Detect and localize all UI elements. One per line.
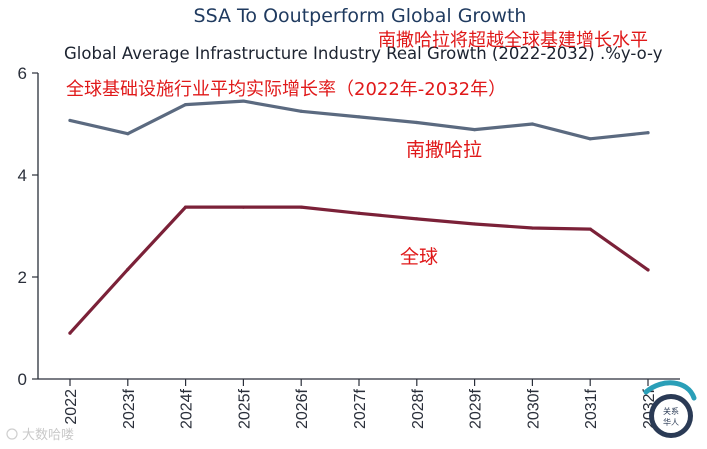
x-tick-label: 2025f — [236, 388, 253, 429]
series-group — [68, 99, 650, 335]
subtitle-annotation-cn: 全球基础设施行业平均实际增长率（2022年-2032年） — [66, 79, 506, 100]
y-tick-label: 6 — [18, 64, 27, 83]
watermark-text: 大数哈喽 — [22, 428, 74, 443]
x-tick-label: 2023f — [121, 388, 138, 429]
logo-swoosh — [643, 380, 697, 401]
series-0-point — [241, 99, 245, 103]
ssa-series-label: 南撒哈拉 — [406, 139, 482, 161]
series-1-point — [588, 227, 592, 231]
logo-badge: 关系 华人 — [643, 380, 697, 438]
chart-subtitle: Global Average Infrastructure Industry R… — [64, 44, 663, 63]
series-0-point — [646, 131, 650, 135]
series-1-point — [473, 222, 477, 226]
watermark: 大数哈喽 — [6, 428, 74, 443]
series-0-point — [357, 115, 361, 119]
series-0-point — [530, 122, 535, 126]
series-0-point — [415, 120, 419, 125]
series-1-point — [299, 205, 303, 209]
series-1-point — [126, 267, 130, 271]
x-tick-label: 2029f — [468, 388, 485, 429]
series-line-1 — [68, 205, 650, 335]
series-1-point — [415, 217, 419, 221]
headline-annotation-cn: 南撒哈拉将超越全球基建增长水平 — [378, 30, 648, 51]
x-tick-label: 2024f — [179, 388, 196, 429]
x-axis-ticks: 2022 2023f 2024f 2025f 2026f 2027f 2028f 2029f 2… — [63, 379, 658, 429]
series-line-0 — [68, 99, 650, 141]
series-0-point — [588, 137, 592, 141]
y-tick-label: 2 — [18, 268, 27, 287]
series-0-point — [473, 128, 477, 132]
series-1-point — [357, 211, 361, 215]
logo-text-line2: 华人 — [663, 417, 679, 427]
x-tick-label: 2028f — [410, 388, 427, 429]
logo-text-line1: 关系 — [663, 406, 679, 416]
series-1-point — [241, 205, 245, 209]
x-tick-label: 2030f — [525, 388, 542, 429]
x-tick-label: 2026f — [294, 388, 311, 429]
x-tick-label: 2027f — [352, 388, 369, 429]
series-0-point — [299, 109, 303, 113]
watermark-icon — [6, 428, 18, 440]
y-tick-label: 0 — [18, 370, 27, 389]
series-1-point — [530, 226, 535, 230]
series-1-point — [184, 205, 188, 209]
series-1-point — [646, 268, 650, 272]
series-1-point — [68, 331, 72, 335]
chart-title: SSA To Ooutperform Global Growth — [194, 5, 527, 27]
y-tick-label: 4 — [18, 166, 27, 185]
x-tick-label: 2031f — [583, 388, 600, 429]
global-series-label: 全球 — [400, 246, 438, 268]
y-axis-ticks: 0 2 4 6 — [18, 64, 38, 389]
series-0-point — [126, 132, 130, 136]
series-0-point — [184, 103, 188, 107]
logo-ring — [654, 399, 688, 433]
x-tick-label: 2022 — [63, 389, 80, 425]
series-0-point — [68, 118, 72, 123]
